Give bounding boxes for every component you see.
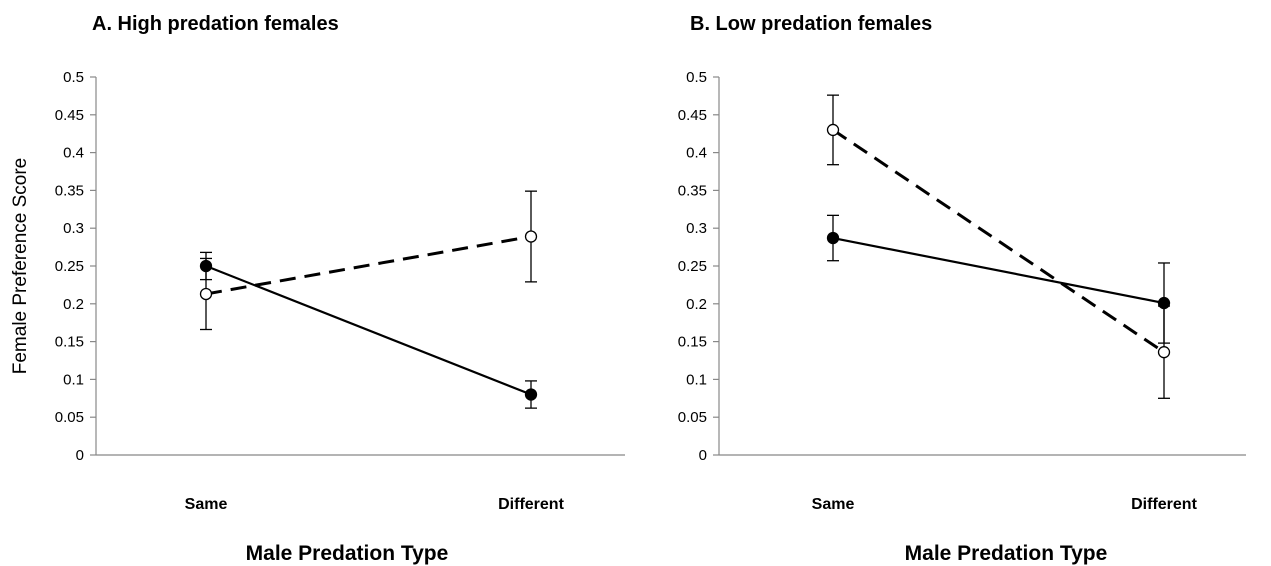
panel-b-y-tick-label: 0.35 [678,182,707,199]
panel-a-series-open-line [205,235,532,296]
panel-a-y-tick-label: 0 [76,447,84,464]
panel-a-y-tick-label: 0.25 [55,258,84,275]
panel-a-y-tick-label: 0.2 [63,296,84,313]
panel-a-point-filled [199,259,213,273]
panel-a-y-tick-label: 0.45 [55,107,84,124]
panel-a-y-tick-label: 0.5 [63,69,84,86]
panel-a-y-tick-label: 0.4 [63,145,84,162]
panel-b-y-tick-label: 0 [699,447,707,464]
panel-b-y-tick-label: 0.05 [678,409,707,426]
panel-b-y-tick-label: 0.45 [678,107,707,124]
panel-a-y-tick-label: 0.3 [63,220,84,237]
panel-b-point-filled [1157,296,1171,310]
panel-a-y-axis-label: Female Preference Score [10,158,31,375]
panel-a-point-open [524,230,538,243]
panel-b-y-tick-label: 0.1 [686,371,707,388]
panel-b-y-tick-label: 0.15 [678,334,707,351]
panel-b-title: B. Low predation females [690,13,932,35]
panel-a-y-tick-label: 0.15 [55,334,84,351]
panel-b-x-tick-label: Same [812,496,855,513]
panel-b-series-open-line [832,128,1165,354]
panel-a-title: A. High predation females [92,13,339,35]
panel-a-point-filled [524,388,538,401]
panel-b-point-open [826,123,840,137]
panel-a-series-filled-line [205,264,532,396]
panel-a-x-tick-label: Same [185,496,228,513]
panel-a-y-tick-label: 0.05 [55,409,84,426]
panel-a-x-tick-label: Different [498,496,564,513]
panel-b-y-tick-label: 0.5 [686,69,707,86]
panel-b-x-axis-label: Male Predation Type [905,542,1108,565]
panel-a-y-tick-label: 0.35 [55,182,84,199]
panel-b-y-tick-label: 0.25 [678,258,707,275]
panel-b-y-tick-label: 0.4 [686,145,707,162]
panel-a-y-tick-label: 0.1 [63,371,84,388]
panel-a-point-open [199,287,213,301]
panel-b-x-tick-label: Different [1131,496,1197,513]
panel-a-x-axis-label: Male Predation Type [246,542,449,565]
panel-b-series-filled-line [832,236,1165,305]
panel-b-point-open [1157,346,1171,359]
panel-b-point-filled [826,231,840,245]
panel-b-y-tick-label: 0.2 [686,296,707,313]
panel-b-y-tick-label: 0.3 [686,220,707,237]
